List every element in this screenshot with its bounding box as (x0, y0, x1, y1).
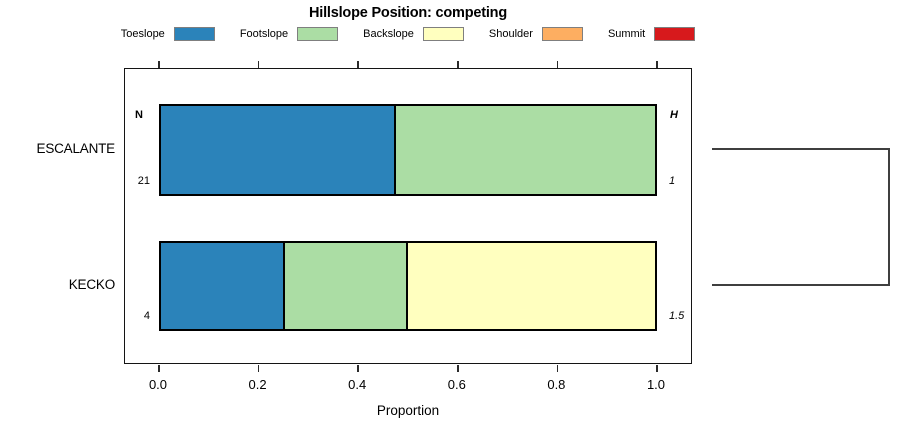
dendrogram-join (888, 148, 890, 286)
legend-label: Footslope (239, 27, 289, 40)
legend-swatch-toeslope-icon (173, 26, 215, 41)
dendrogram-branch-bottom (712, 284, 890, 286)
x-tick-label: 0.2 (248, 377, 267, 392)
x-axis-top-tick (158, 60, 160, 68)
category-label-escalante: ESCALANTE (36, 141, 116, 156)
x-axis-bottom-tick (257, 364, 260, 372)
h-column-header: H (670, 109, 678, 121)
bar-kecko (159, 241, 657, 331)
n-value-escalante: 21 (137, 175, 150, 187)
x-axis-top-tick (457, 60, 459, 68)
n-column-header: N (135, 109, 143, 121)
x-tick-label: 1.0 (646, 377, 666, 392)
legend-label: Summit (607, 27, 646, 40)
x-tick-label: 0.6 (447, 377, 466, 392)
x-axis-bottom-tick (457, 364, 459, 372)
category-label-kecko: KECKO (68, 277, 115, 292)
x-axis-top-tick (357, 60, 359, 68)
bar-escalante-segment-footslope (396, 106, 655, 194)
x-axis-title: Proportion (376, 403, 440, 418)
legend-swatch-footslope-icon (297, 26, 339, 41)
legend-label: Shoulder (488, 27, 533, 40)
plot-area (124, 60, 692, 372)
x-axis-bottom-tick (357, 364, 359, 372)
legend: Toeslope Footslope Backslope Shoulder Summit (104, 25, 712, 42)
x-axis-top-tick (257, 60, 260, 68)
bar-kecko-segment-toeslope (161, 243, 285, 329)
bar-kecko-segment-backslope (408, 243, 655, 329)
legend-label: Toeslope (120, 27, 165, 40)
legend-item-backslope: Backslope (363, 26, 464, 41)
x-axis-bottom-tick (556, 364, 559, 372)
chart-title: Hillslope Position: competing (308, 5, 507, 21)
legend-swatch-summit-icon (654, 26, 696, 41)
bar-escalante (159, 104, 657, 196)
bar-escalante-segment-toeslope (161, 106, 397, 194)
legend-item-summit: Summit (607, 26, 696, 41)
legend-label: Backslope (363, 27, 414, 40)
n-value-kecko: 4 (143, 310, 150, 322)
h-value-kecko: 1.5 (669, 310, 685, 322)
x-tick-label: 0.8 (547, 377, 566, 392)
x-tick-label: 0.4 (348, 377, 367, 392)
legend-item-shoulder: Shoulder (488, 26, 583, 41)
dendrogram-branch-top (712, 148, 890, 150)
legend-item-toeslope: Toeslope (120, 26, 215, 41)
x-axis-bottom-tick (656, 364, 658, 372)
legend-item-footslope: Footslope (239, 26, 339, 41)
legend-swatch-shoulder-icon (541, 26, 583, 41)
x-tick-label: 0.0 (148, 377, 168, 392)
x-axis-bottom-tick (158, 364, 160, 372)
h-value-escalante: 1 (669, 175, 676, 187)
x-axis-top-tick (656, 60, 658, 68)
bar-kecko-segment-footslope (284, 243, 408, 329)
x-axis-top-tick (556, 60, 559, 68)
legend-swatch-backslope-icon (422, 26, 464, 41)
